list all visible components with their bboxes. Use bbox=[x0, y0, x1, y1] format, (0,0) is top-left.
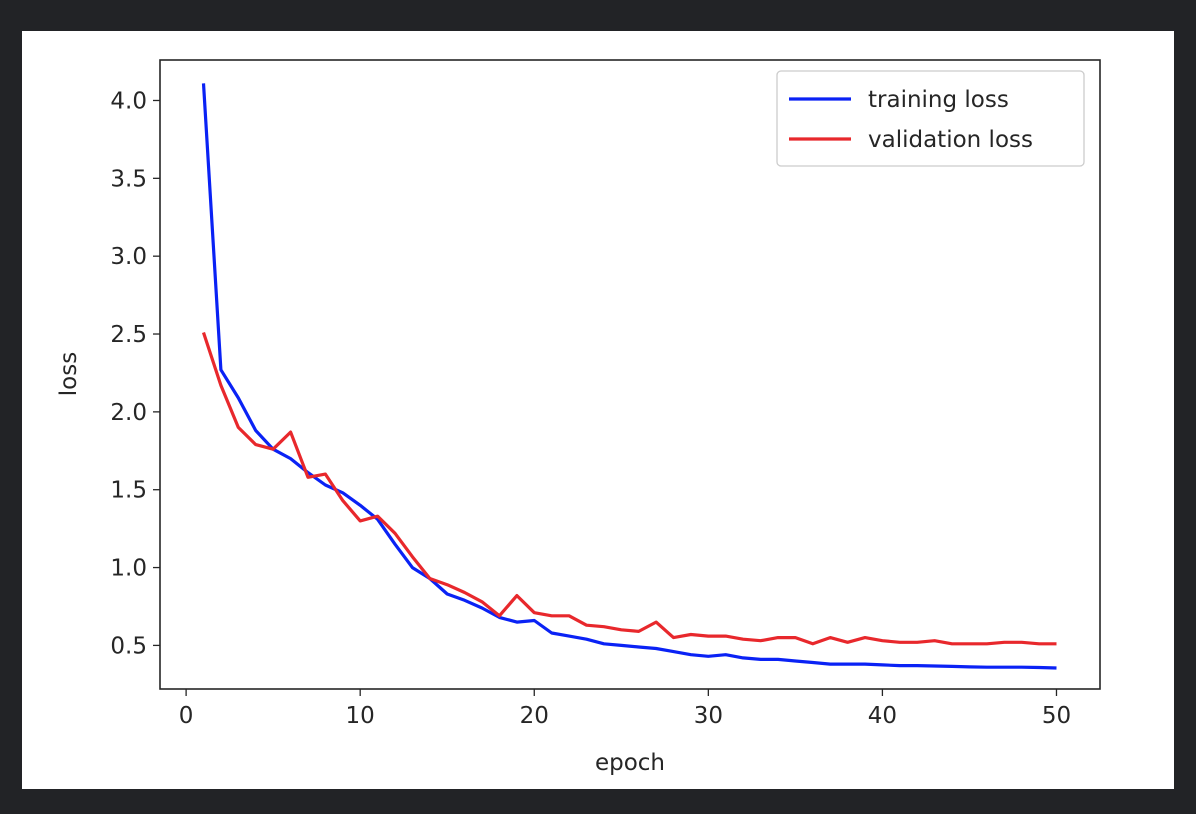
x-tick-label: 10 bbox=[346, 703, 375, 729]
legend-label: training loss bbox=[868, 87, 1009, 113]
plot-lines bbox=[201, 83, 1057, 670]
series-line-validation-loss bbox=[201, 332, 1057, 646]
x-tick-label: 30 bbox=[694, 703, 723, 729]
y-tick-label: 1.0 bbox=[110, 556, 147, 582]
legend-label: validation loss bbox=[868, 127, 1033, 153]
legend: training loss validation loss bbox=[776, 70, 1085, 167]
x-axis-ticks: 0 10 20 30 40 50 bbox=[179, 689, 1071, 729]
y-tick-label: 1.5 bbox=[110, 478, 147, 504]
x-tick-label: 40 bbox=[868, 703, 897, 729]
series-line-training-loss bbox=[201, 83, 1057, 670]
chart-figure: 0 10 20 30 40 50 0.5 1.0 1.5 2.0 2.5 3.0 3.5 4.0 epo… bbox=[22, 31, 1174, 789]
legend-box bbox=[776, 70, 1085, 167]
x-tick-label: 50 bbox=[1042, 703, 1071, 729]
y-tick-label: 2.0 bbox=[110, 400, 147, 426]
y-axis-ticks: 0.5 1.0 1.5 2.0 2.5 3.0 3.5 4.0 bbox=[110, 88, 160, 659]
y-tick-label: 0.5 bbox=[110, 633, 147, 659]
y-tick-label: 2.5 bbox=[110, 322, 147, 348]
x-tick-label: 20 bbox=[520, 703, 549, 729]
y-axis-label: loss bbox=[56, 352, 82, 396]
x-tick-label: 0 bbox=[179, 703, 194, 729]
x-axis-label: epoch bbox=[595, 750, 665, 776]
axes-frame bbox=[159, 59, 1101, 690]
y-tick-label: 4.0 bbox=[110, 88, 147, 114]
y-tick-label: 3.5 bbox=[110, 166, 147, 192]
y-tick-label: 3.0 bbox=[110, 244, 147, 270]
line-chart: 0 10 20 30 40 50 0.5 1.0 1.5 2.0 2.5 3.0 3.5 4.0 epo… bbox=[56, 59, 1101, 776]
